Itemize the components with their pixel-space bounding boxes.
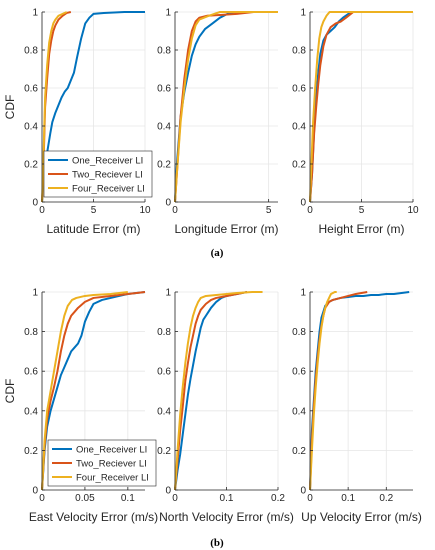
y-tick-label: 0.4 — [24, 406, 38, 417]
series-line-3 — [41, 11, 68, 203]
x-tick-label: 0 — [172, 493, 178, 504]
x-tick-label: 0.2 — [379, 493, 393, 504]
legend: One_Receiver LI Two_Reciever LI Four_Recei… — [47, 439, 157, 487]
x-tick-label: 0 — [39, 205, 45, 216]
y-tick-label: 0.2 — [157, 446, 171, 457]
x-axis-label: North Velocity Error (m/s) — [159, 510, 294, 524]
y-tick-label: 0.2 — [292, 446, 306, 457]
chart-panel-6: 0 0.2 0.4 0.6 0.8 1 0 0.1 0.2 Up Velocity Error (… — [292, 288, 422, 525]
x-tick-label: 0.1 — [121, 493, 135, 504]
y-tick-label: 0.6 — [157, 84, 171, 95]
series-line-2 — [41, 291, 146, 491]
x-tick-label: 10 — [139, 205, 151, 216]
panel-label-a: (a) — [211, 247, 224, 259]
x-tick-label: 0.05 — [75, 493, 95, 504]
chart-panel-5: 0 0.2 0.4 0.6 0.8 1 0 0.1 0.2 North Velocity Erro… — [157, 288, 294, 525]
y-tick-label: 1 — [32, 8, 38, 19]
x-axis-label: Latitude Error (m) — [46, 222, 140, 236]
series-line-1 — [41, 291, 146, 491]
series-line-2 — [309, 11, 413, 203]
y-tick-label: 0.8 — [157, 46, 171, 57]
y-tick-label: 0.4 — [292, 406, 306, 417]
y-tick-label: 0.6 — [292, 367, 306, 378]
x-axis-label: Up Velocity Error (m/s) — [301, 510, 422, 524]
series-line-3 — [174, 291, 263, 491]
series-line-3 — [174, 11, 278, 203]
y-tick-label: 0 — [165, 198, 171, 209]
x-tick-label: 10 — [407, 205, 419, 216]
x-tick-label: 5 — [266, 205, 272, 216]
y-tick-label: 0.6 — [292, 84, 306, 95]
y-tick-label: 0 — [300, 486, 306, 497]
y-tick-label: 0.6 — [157, 367, 171, 378]
x-tick-label: 0 — [39, 493, 45, 504]
legend: One_Receiver LI Two_Reciever LI Four_Recei… — [43, 150, 153, 198]
plot-area — [175, 12, 278, 202]
x-axis-label: Longitude Error (m) — [174, 222, 278, 236]
legend-entry: Two_Reciever LI — [76, 459, 147, 470]
y-tick-label: 0.8 — [292, 46, 306, 57]
y-tick-label: 0 — [32, 198, 38, 209]
y-tick-label: 0.2 — [292, 160, 306, 171]
x-tick-label: 0.1 — [341, 493, 355, 504]
y-tick-label: 1 — [300, 8, 306, 19]
series-line-3 — [41, 291, 128, 491]
series-line-2 — [174, 291, 248, 491]
y-tick-label: 0.8 — [24, 46, 38, 57]
x-axis-label: East Velocity Error (m/s) — [29, 510, 158, 524]
y-tick-label: 0 — [300, 198, 306, 209]
legend-entry: Four_Receiver LI — [76, 473, 149, 484]
y-axis-label: CDF — [3, 379, 17, 404]
y-tick-label: 0.6 — [24, 84, 38, 95]
chart-panel-4: 0 0.2 0.4 0.6 0.8 1 0 0.05 0.1 East Velocity Erro… — [3, 288, 158, 525]
x-tick-label: 5 — [91, 205, 97, 216]
y-tick-label: 0.8 — [292, 327, 306, 338]
series-line-3 — [309, 291, 337, 491]
y-tick-label: 0 — [165, 486, 171, 497]
y-tick-label: 1 — [165, 8, 171, 19]
legend-entry: One_Receiver LI — [72, 156, 143, 167]
x-axis-label: Height Error (m) — [318, 222, 404, 236]
y-tick-label: 0.2 — [24, 160, 38, 171]
plot-area — [310, 292, 413, 490]
y-tick-label: 0.2 — [157, 160, 171, 171]
x-tick-label: 0.2 — [271, 493, 285, 504]
y-tick-label: 1 — [165, 288, 171, 299]
y-tick-label: 0.6 — [24, 367, 38, 378]
legend-entry: One_Receiver LI — [76, 445, 147, 456]
y-tick-label: 1 — [300, 288, 306, 299]
y-tick-label: 0.8 — [24, 327, 38, 338]
y-tick-label: 0.2 — [24, 446, 38, 457]
x-tick-label: 0.1 — [220, 493, 234, 504]
legend-entry: Four_Receiver LI — [72, 184, 145, 195]
series-line-1 — [41, 11, 145, 203]
y-tick-label: 0.8 — [157, 327, 171, 338]
y-axis-label: CDF — [3, 95, 17, 120]
y-tick-label: 0.4 — [157, 406, 171, 417]
y-tick-label: 0.4 — [157, 122, 171, 133]
y-tick-label: 0.4 — [292, 122, 306, 133]
y-tick-label: 1 — [32, 288, 38, 299]
series-line-3 — [309, 11, 413, 203]
y-tick-label: 0 — [32, 486, 38, 497]
x-tick-label: 0 — [307, 205, 313, 216]
x-tick-label: 0 — [307, 493, 313, 504]
x-tick-label: 0 — [172, 205, 178, 216]
chart-panel-2: 0 0.2 0.4 0.6 0.8 1 0 5 Longitude Error (m) — [157, 8, 278, 237]
y-tick-label: 0.4 — [24, 122, 38, 133]
x-tick-label: 5 — [359, 205, 365, 216]
panel-label-b: (b) — [210, 537, 224, 549]
legend-entry: Two_Reciever LI — [72, 170, 143, 181]
